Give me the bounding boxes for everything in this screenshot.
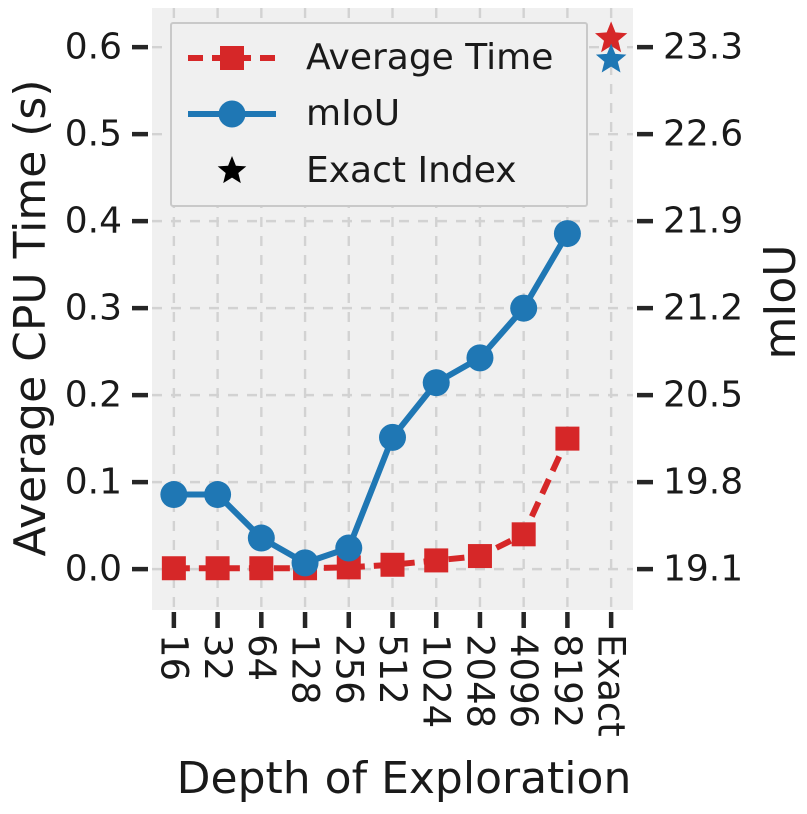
svg-text:21.9: 21.9 bbox=[663, 201, 743, 242]
legend-item-exact-index: Exact Index bbox=[184, 151, 574, 191]
svg-text:20.5: 20.5 bbox=[663, 375, 743, 416]
square-dashed-line-marker-icon bbox=[188, 46, 276, 71]
svg-text:8192: 8192 bbox=[546, 634, 589, 728]
x-axis-title: Depth of Exploration bbox=[176, 753, 632, 804]
legend-label: Average Time bbox=[306, 37, 554, 79]
svg-text:1024: 1024 bbox=[415, 634, 458, 728]
svg-text:0.4: 0.4 bbox=[65, 201, 122, 242]
svg-text:0.3: 0.3 bbox=[65, 288, 122, 329]
svg-text:0.1: 0.1 bbox=[65, 462, 122, 503]
svg-text:23.3: 23.3 bbox=[663, 27, 743, 68]
legend-label: mIoU bbox=[306, 93, 401, 135]
svg-text:4096: 4096 bbox=[502, 634, 545, 728]
legend-item-miou: mIoU bbox=[184, 94, 574, 134]
left-axis-title: Average CPU Time (s) bbox=[5, 79, 56, 557]
right-axis-title: mIoU bbox=[755, 244, 806, 360]
svg-text:0.0: 0.0 bbox=[65, 549, 122, 590]
svg-text:21.2: 21.2 bbox=[663, 288, 743, 329]
svg-text:19.8: 19.8 bbox=[663, 462, 743, 503]
legend-item-average-time: Average Time bbox=[184, 38, 574, 78]
svg-text:128: 128 bbox=[284, 634, 327, 705]
svg-text:256: 256 bbox=[327, 634, 370, 705]
legend-label: Exact Index bbox=[306, 149, 517, 191]
svg-text:32: 32 bbox=[196, 634, 239, 681]
svg-text:512: 512 bbox=[371, 634, 414, 705]
svg-text:0.5: 0.5 bbox=[65, 114, 122, 155]
svg-text:0.2: 0.2 bbox=[65, 375, 122, 416]
svg-text:2048: 2048 bbox=[458, 634, 501, 728]
svg-text:64: 64 bbox=[240, 634, 283, 681]
svg-text:Exact: Exact bbox=[590, 634, 633, 737]
svg-text:19.1: 19.1 bbox=[663, 549, 743, 590]
svg-text:0.6: 0.6 bbox=[65, 27, 122, 68]
svg-text:16: 16 bbox=[152, 634, 195, 681]
circle-solid-line-marker-icon bbox=[188, 100, 276, 128]
chart-legend: Average Time mIoU Exact Index bbox=[170, 22, 588, 207]
svg-text:22.6: 22.6 bbox=[663, 114, 743, 155]
star-marker-icon bbox=[217, 155, 247, 183]
